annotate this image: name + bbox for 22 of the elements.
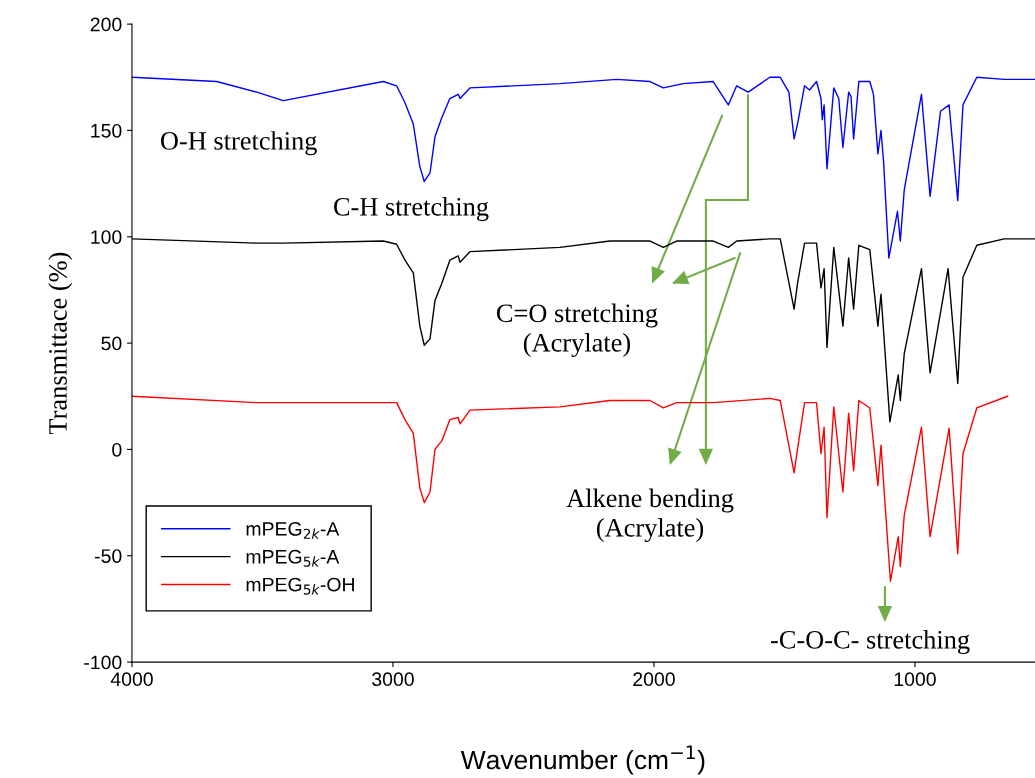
y-axis-title: Transmittace (%) (48, 252, 73, 435)
annotation: O-H stretching (160, 131, 317, 156)
x-axis-title: Wavenumber (cm$^{−1}$) (460, 745, 705, 775)
y-tick-label: -100 (84, 655, 122, 670)
annotation: -C-O-C- stretching (771, 630, 970, 655)
y-tick-label: 100 (91, 230, 122, 245)
annotation: Alkene bending (Acrylate) (566, 488, 734, 543)
legend-label: mPEG$_{5k}$-A (246, 549, 340, 567)
annotation: C-H stretching (334, 197, 489, 222)
x-tick-label: 1000 (894, 672, 936, 687)
annotation: C=O stretching (Acrylate) (496, 303, 658, 358)
legend-label: mPEG$_{5k}$-OH (246, 577, 354, 595)
x-tick-label: 2000 (633, 672, 675, 687)
y-tick-label: 50 (101, 336, 122, 351)
y-tick-label: 200 (90, 17, 122, 32)
x-tick-label: 3000 (372, 672, 414, 687)
y-tick-label: 0 (112, 442, 122, 457)
legend-label: mPEG$_{2k}$-A (246, 521, 340, 539)
line-series (131, 76, 1035, 259)
y-tick-label: -50 (95, 549, 122, 563)
x-tick-label: 4000 (110, 672, 153, 687)
y-tick-label: 150 (91, 123, 122, 138)
